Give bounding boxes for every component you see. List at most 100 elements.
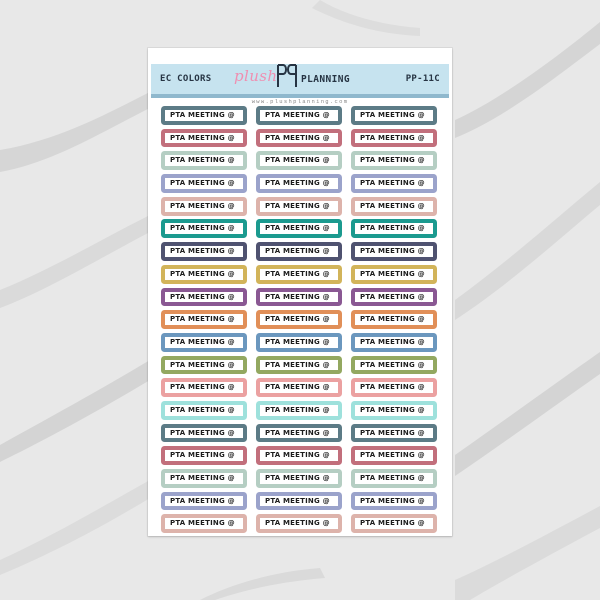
sticker-label: PTA MEETING @ [360, 337, 425, 346]
sticker: PTA MEETING @ [351, 264, 437, 284]
sticker-label: PTA MEETING @ [265, 179, 330, 188]
sticker-label: PTA MEETING @ [265, 111, 330, 119]
sticker-label: PTA MEETING @ [265, 383, 330, 392]
sticker: PTA MEETING @ [351, 174, 437, 193]
sticker-label: PTA MEETING @ [265, 337, 330, 346]
sticker-label: PTA MEETING @ [170, 405, 235, 414]
sticker: PTA MEETING @ [256, 491, 342, 511]
header-band [151, 64, 449, 94]
sticker-label: PTA MEETING @ [360, 156, 425, 165]
sticker: PTA MEETING @ [351, 196, 437, 216]
sticker-label: PTA MEETING @ [170, 496, 235, 505]
sticker-label: PTA MEETING @ [170, 292, 235, 301]
sticker: PTA MEETING @ [161, 355, 247, 375]
sticker: PTA MEETING @ [351, 514, 437, 534]
sticker: PTA MEETING @ [161, 310, 247, 329]
sticker: PTA MEETING @ [256, 287, 342, 307]
sticker-label: PTA MEETING @ [170, 201, 235, 210]
sticker: PTA MEETING @ [161, 446, 247, 466]
sticker: PTA MEETING @ [161, 332, 247, 352]
sticker: PTA MEETING @ [256, 423, 342, 443]
sticker-label: PTA MEETING @ [170, 451, 235, 460]
sticker-label: PTA MEETING @ [170, 247, 235, 256]
sticker-label: PTA MEETING @ [265, 292, 330, 301]
sticker-label: PTA MEETING @ [170, 269, 235, 278]
sticker: PTA MEETING @ [351, 423, 437, 443]
sticker-label: PTA MEETING @ [360, 496, 425, 505]
sticker: PTA MEETING @ [161, 128, 247, 148]
sticker: PTA MEETING @ [351, 106, 437, 125]
sticker-label: PTA MEETING @ [360, 201, 425, 210]
sticker: PTA MEETING @ [256, 264, 342, 284]
sticker: PTA MEETING @ [256, 151, 342, 171]
sticker: PTA MEETING @ [256, 242, 342, 261]
sticker: PTA MEETING @ [256, 196, 342, 216]
sticker: PTA MEETING @ [256, 378, 342, 398]
sticker: PTA MEETING @ [256, 400, 342, 420]
sticker: PTA MEETING @ [256, 219, 342, 239]
sticker: PTA MEETING @ [256, 310, 342, 329]
sticker-label: PTA MEETING @ [360, 292, 425, 301]
sticker: PTA MEETING @ [161, 151, 247, 171]
header-rule [151, 94, 449, 98]
sticker: PTA MEETING @ [256, 128, 342, 148]
sticker-label: PTA MEETING @ [170, 179, 235, 188]
sticker-label: PTA MEETING @ [170, 224, 235, 233]
sticker-label: PTA MEETING @ [360, 519, 425, 528]
sticker: PTA MEETING @ [161, 219, 247, 239]
sticker-label: PTA MEETING @ [265, 405, 330, 414]
pp-logo-icon [277, 64, 297, 87]
sticker-label: PTA MEETING @ [265, 519, 330, 528]
sticker-label: PTA MEETING @ [265, 474, 330, 482]
sticker-label: PTA MEETING @ [170, 156, 235, 165]
sticker-label: PTA MEETING @ [170, 315, 235, 324]
sticker-label: PTA MEETING @ [265, 224, 330, 233]
collection-label: EC COLORS [160, 74, 212, 84]
sticker-grid: PTA MEETING @ PTA MEETING @ PTA MEETING @ P… [161, 106, 445, 534]
sticker-label: PTA MEETING @ [170, 360, 235, 369]
sticker-label: PTA MEETING @ [265, 247, 330, 256]
sticker-label: PTA MEETING @ [360, 451, 425, 460]
sticker: PTA MEETING @ [256, 514, 342, 534]
sticker-label: PTA MEETING @ [360, 224, 425, 233]
sticker-label: PTA MEETING @ [265, 201, 330, 210]
sticker: PTA MEETING @ [351, 128, 437, 148]
sticker-label: PTA MEETING @ [360, 405, 425, 414]
product-code: PP-11C [405, 74, 440, 84]
sticker-label: PTA MEETING @ [170, 519, 235, 528]
sticker-label: PTA MEETING @ [265, 451, 330, 460]
logo-plush-text: plush [234, 67, 278, 85]
sticker: PTA MEETING @ [256, 469, 342, 488]
sticker-label: PTA MEETING @ [360, 428, 425, 437]
sticker-label: PTA MEETING @ [170, 337, 235, 346]
sticker: PTA MEETING @ [351, 446, 437, 466]
sticker: PTA MEETING @ [351, 219, 437, 239]
sticker: PTA MEETING @ [161, 196, 247, 216]
sticker-label: PTA MEETING @ [360, 247, 425, 256]
sticker: PTA MEETING @ [351, 400, 437, 420]
sticker-label: PTA MEETING @ [265, 360, 330, 369]
sticker: PTA MEETING @ [351, 378, 437, 398]
website-url: www.plushplanning.com [251, 98, 349, 105]
sticker-label: PTA MEETING @ [170, 428, 235, 437]
sticker-label: PTA MEETING @ [265, 133, 330, 142]
sticker-label: PTA MEETING @ [360, 179, 425, 188]
sticker-label: PTA MEETING @ [170, 111, 235, 119]
sticker-label: PTA MEETING @ [360, 269, 425, 278]
sticker-label: PTA MEETING @ [265, 269, 330, 278]
sticker: PTA MEETING @ [351, 355, 437, 375]
sticker: PTA MEETING @ [161, 514, 247, 534]
sticker: PTA MEETING @ [256, 446, 342, 466]
sticker: PTA MEETING @ [256, 355, 342, 375]
sticker: PTA MEETING @ [161, 174, 247, 193]
sticker: PTA MEETING @ [256, 332, 342, 352]
sticker: PTA MEETING @ [161, 491, 247, 511]
sticker-label: PTA MEETING @ [170, 383, 235, 392]
sticker: PTA MEETING @ [161, 287, 247, 307]
sticker: PTA MEETING @ [161, 378, 247, 398]
logo-planning-text: PLANNING [301, 74, 350, 85]
sticker-label: PTA MEETING @ [170, 474, 235, 482]
sticker-label: PTA MEETING @ [265, 428, 330, 437]
sticker: PTA MEETING @ [351, 332, 437, 352]
sticker-label: PTA MEETING @ [360, 133, 425, 142]
